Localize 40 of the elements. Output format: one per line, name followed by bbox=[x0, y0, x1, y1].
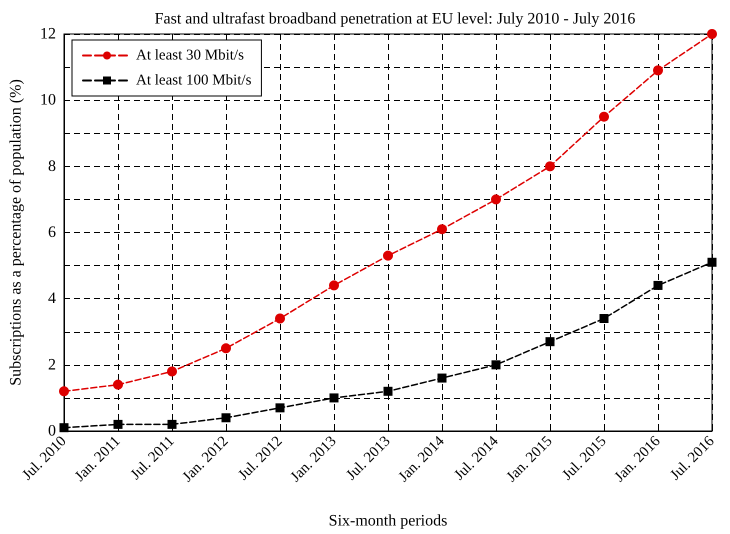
point bbox=[438, 374, 446, 383]
x-tick-label: Jan. 2011 bbox=[72, 433, 124, 485]
y-tick-label: 8 bbox=[48, 158, 56, 175]
point bbox=[275, 314, 285, 324]
point bbox=[437, 224, 447, 234]
point bbox=[491, 194, 501, 204]
y-tick-label: 0 bbox=[48, 422, 56, 440]
y-tick-label: 4 bbox=[48, 290, 56, 308]
point bbox=[384, 386, 392, 396]
x-tick-label: Jul. 2011 bbox=[128, 433, 178, 484]
legend-label: At least 30 Mbit/s bbox=[136, 48, 244, 64]
chart-title: Fast and ultrafast broadband penetration at EU level: July 2010 - July 2016 bbox=[154, 10, 636, 28]
point bbox=[545, 161, 555, 172]
point bbox=[599, 112, 609, 122]
point bbox=[383, 250, 393, 261]
point bbox=[492, 360, 500, 370]
point bbox=[707, 29, 717, 39]
point bbox=[221, 343, 231, 354]
point bbox=[653, 65, 663, 76]
point bbox=[329, 280, 339, 290]
point bbox=[168, 420, 176, 429]
point bbox=[600, 314, 608, 324]
legend-label: At least 100 Mbit/s bbox=[136, 72, 252, 88]
y-tick-label: 12 bbox=[40, 26, 56, 42]
x-axis-title: Six-month periods bbox=[328, 512, 448, 530]
y-tick-label: 6 bbox=[48, 224, 56, 241]
point bbox=[222, 413, 230, 422]
point bbox=[330, 393, 338, 402]
y-axis-title: Subscriptions as a percentage of population (%) bbox=[8, 79, 24, 386]
point bbox=[708, 258, 716, 267]
point bbox=[59, 386, 69, 396]
point bbox=[654, 280, 662, 290]
point bbox=[113, 380, 123, 390]
point bbox=[114, 420, 122, 429]
point bbox=[276, 403, 284, 412]
point bbox=[167, 366, 177, 376]
point bbox=[60, 423, 68, 432]
y-tick-label: 10 bbox=[40, 92, 56, 109]
y-tick-label: 2 bbox=[48, 356, 56, 374]
point bbox=[546, 337, 554, 346]
